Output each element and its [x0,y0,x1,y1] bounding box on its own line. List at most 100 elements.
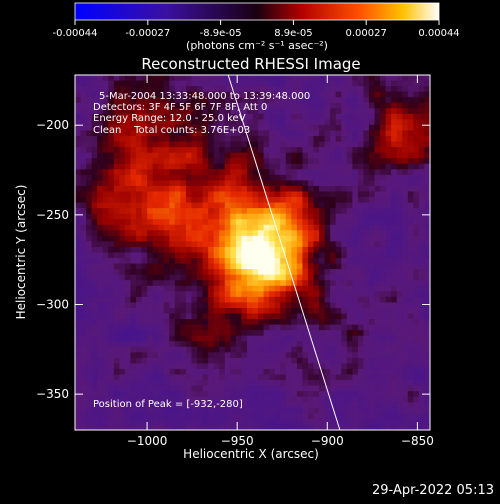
heatmap-cell [124,108,132,115]
heatmap-cell [357,185,365,193]
heatmap-cell [407,280,414,287]
heatmap-cell [291,357,298,365]
heatmap-cell [197,174,204,181]
heatmap-cell [180,385,187,392]
heatmap-cell [363,391,370,398]
heatmap-cell [108,258,115,265]
heatmap-cell [269,269,276,276]
heatmap-cell [136,374,143,381]
heatmap-cell [274,191,281,198]
heatmap-cell [163,80,170,87]
heatmap-cell [130,152,137,159]
heatmap-cell [274,313,281,320]
heatmap-cell [341,391,348,398]
heatmap-cell [252,319,259,326]
heatmap-cell [152,202,159,209]
heatmap-cell [368,163,376,170]
heatmap-cell [113,191,120,198]
heatmap-cell [136,230,143,237]
heatmap-cell [169,102,176,109]
heatmap-cell [152,302,159,309]
heatmap-cell [180,324,187,331]
heatmap-cell [163,402,170,409]
heatmap-cell [313,252,320,259]
heatmap-cell [75,213,82,220]
heatmap-cell [357,346,365,353]
heatmap-cell [418,246,426,254]
heatmap-cell [269,130,276,137]
heatmap-cell [407,357,414,365]
heatmap-cell [75,141,82,148]
heatmap-cell [197,307,204,315]
heatmap-cell [141,80,148,87]
heatmap-cell [357,302,365,309]
heatmap-cell [391,97,398,104]
heatmap-cell [413,380,420,387]
heatmap-cell [380,180,387,187]
heatmap-cell [224,319,231,326]
heatmap-cell [357,258,365,265]
heatmap-cell [130,91,137,98]
heatmap-cell [141,241,148,248]
heatmap-cell [396,147,403,154]
heatmap-cell [385,302,392,309]
heatmap-cell [152,307,159,315]
heatmap-cell [97,235,104,243]
heatmap-cell [141,197,148,204]
heatmap-cell [141,119,148,126]
heatmap-cell [413,313,420,320]
heatmap-cell [102,407,109,414]
heatmap-cell [219,374,226,381]
heatmap-cell [258,86,265,93]
heatmap-cell [252,208,259,215]
heatmap-cell [80,346,87,353]
heatmap-cell [252,330,259,337]
heatmap-cell [341,174,348,181]
heatmap-cell [130,119,137,126]
heatmap-cell [391,197,398,204]
heatmap-cell [191,169,198,176]
heatmap-cell [258,285,265,292]
heatmap-cell [169,224,176,231]
heatmap-cell [357,335,365,342]
heatmap-cell [252,163,259,170]
heatmap-cell [385,202,392,209]
heatmap-cell [313,285,320,292]
heatmap-cell [418,396,426,403]
heatmap-cell [291,380,298,387]
heatmap-cell [163,152,170,159]
heatmap-cell [119,197,126,204]
heatmap-cell [269,124,276,132]
heatmap-cell [152,113,159,120]
heatmap-cell [191,302,198,309]
heatmap-cell [235,291,243,298]
heatmap-cell [141,169,148,176]
heatmap-cell [163,357,170,365]
heatmap-cell [302,86,309,93]
heatmap-cell [335,335,342,342]
heatmap-cell [402,158,409,165]
heatmap-cell [158,252,165,259]
heatmap-cell [285,346,292,353]
heatmap-cell [396,246,403,254]
heatmap-cell [86,374,93,381]
heatmap-cell [380,391,387,398]
heatmap-cell [269,335,276,342]
heatmap-cell [402,263,409,270]
heatmap-cell [341,91,348,98]
heatmap-cell [91,424,98,430]
heatmap-cell [324,152,331,159]
heatmap-cell [224,346,231,353]
heatmap-cell [291,191,298,198]
heatmap-cell [163,385,170,392]
heatmap-cell [86,102,93,109]
heatmap-cell [296,102,304,109]
heatmap-cell [202,280,209,287]
heatmap-cell [307,346,315,353]
heatmap-cell [357,357,365,365]
heatmap-cell [396,424,403,430]
heatmap-cell [197,418,204,426]
heatmap-cell [296,363,304,370]
heatmap-cell [368,130,376,137]
heatmap-cell [296,208,304,215]
